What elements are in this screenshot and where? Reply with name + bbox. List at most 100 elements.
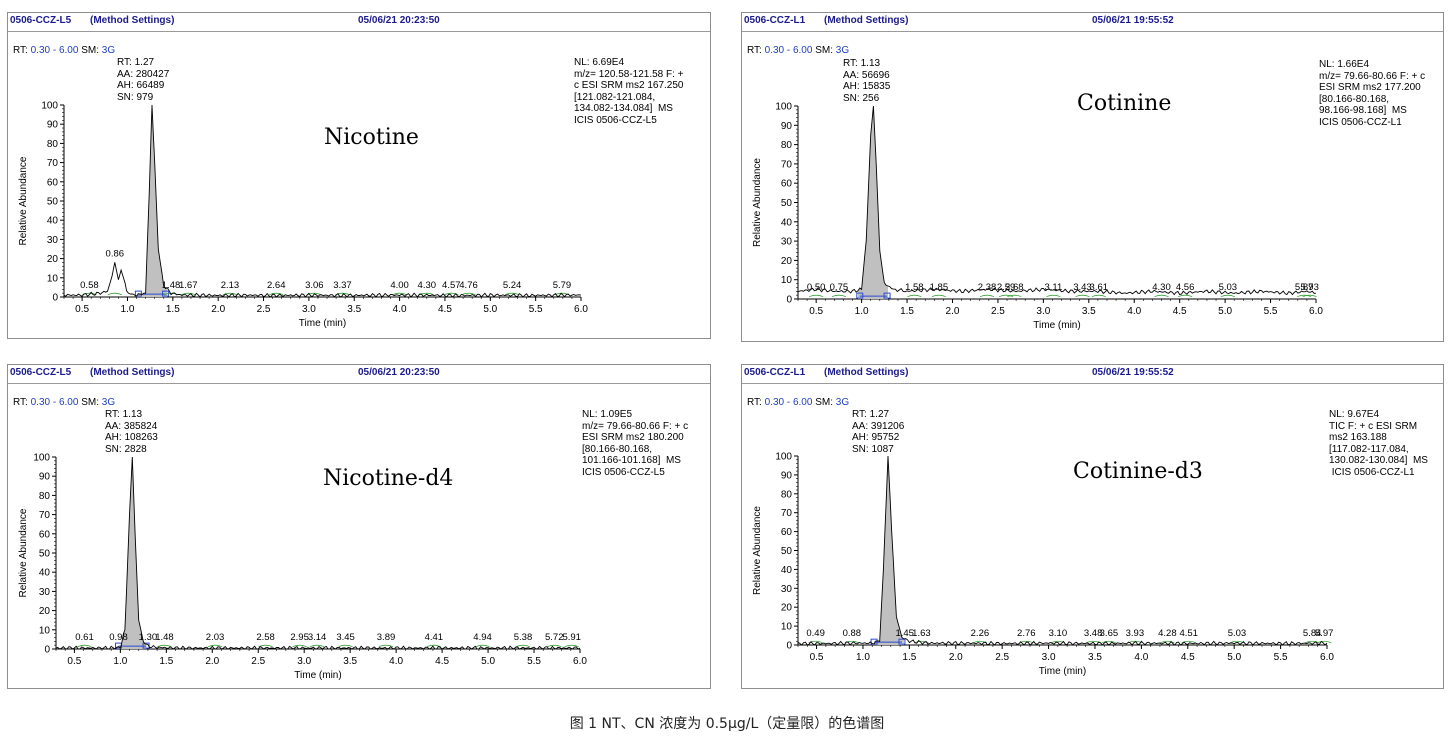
peak-rt-label: 1.67 <box>179 280 198 291</box>
acquisition-datetime: 05/06/21 20:23:50 <box>358 367 440 378</box>
y-axis-label: Relative Abundance <box>18 156 29 245</box>
minor-peak-baseline <box>444 292 459 296</box>
peak-rt-label: 2.13 <box>221 280 240 291</box>
peak-rt-label: 2.38 <box>978 282 997 293</box>
y-tick-label: 80 <box>47 139 59 150</box>
acquisition-datetime: 05/06/21 20:23:50 <box>358 15 440 26</box>
rt-range-line: RT: 0.30 - 6.00 SM: 3G <box>13 45 115 56</box>
y-tick-label: 70 <box>39 510 51 521</box>
peak-rt-label: 0.61 <box>75 632 94 643</box>
peak-info: RT: 1.13 AA: 385824 AH: 108263 SN: 2828 <box>105 409 158 455</box>
minor-peak-baseline <box>1046 294 1061 298</box>
integrated-peak-area <box>136 105 168 297</box>
chromatogram-plot: 0 10 20 30 40 50 60 70 80 90 100 0.5 1.0 1.5 2.0 2.5 3.0… <box>18 101 588 330</box>
peak-info: RT: 1.13 AA: 56696 AH: 15835 SN: 256 <box>843 58 891 104</box>
y-tick-label: 60 <box>781 527 793 538</box>
minor-peak-baseline <box>564 644 579 648</box>
integrated-peak-area <box>116 457 147 649</box>
panel-header: 0506-CCZ-L5 (Method Settings) 05/06/21 20:… <box>8 13 710 32</box>
x-tick-label: 5.0 <box>483 304 497 315</box>
sample-id: 0506-CCZ-L1 <box>744 15 806 26</box>
y-tick-label: 20 <box>781 256 793 267</box>
peak-rt-label: 5.03 <box>1228 628 1247 639</box>
minor-peak-baseline <box>1160 640 1175 644</box>
peak-rt-label: 1.85 <box>930 282 949 293</box>
peak-rt-label: 2.95 <box>290 632 309 643</box>
minor-peak-baseline <box>157 644 172 648</box>
sm-label: SM: <box>812 45 836 56</box>
x-tick-label: 1.5 <box>166 304 180 315</box>
sm-value: 3G <box>835 397 850 408</box>
peak-info: RT: 1.27 AA: 391206 AH: 95752 SN: 1087 <box>852 409 905 455</box>
method-settings: (Method Settings) <box>90 367 175 378</box>
peak-rt-label: 4.30 <box>418 280 437 291</box>
minor-peak-baseline <box>504 292 520 296</box>
peak-rt-label: 4.57 <box>442 280 461 291</box>
x-tick-label: 5.0 <box>1227 652 1241 663</box>
peak-rt-label: 5.03 <box>1219 282 1238 293</box>
y-tick-label: 90 <box>781 121 793 132</box>
sm-label: SM: <box>78 45 102 56</box>
y-tick-label: 30 <box>781 584 793 595</box>
peak-rt-label: 3.06 <box>305 280 324 291</box>
x-tick-label: 2.5 <box>251 656 265 667</box>
x-tick-label: 4.5 <box>438 304 452 315</box>
x-tick-label: 2.5 <box>991 306 1005 317</box>
chromatogram-panel-1: 0506-CCZ-L5 (Method Settings) 05/06/21 20:… <box>7 12 711 339</box>
minor-peak-baseline <box>163 292 179 296</box>
x-tick-label: 0.5 <box>67 656 81 667</box>
minor-peak-baseline <box>1304 640 1320 644</box>
baseline-end-marker <box>142 642 150 649</box>
panel-header: 0506-CCZ-L1 (Method Settings) 05/06/21 19:… <box>742 365 1443 384</box>
x-tick-label: 4.0 <box>1127 306 1141 317</box>
x-tick-label: 2.0 <box>946 306 960 317</box>
x-tick-label: 1.0 <box>855 306 869 317</box>
baseline-start-marker <box>115 642 123 649</box>
x-tick-label: 6.0 <box>1309 306 1323 317</box>
rt-label: RT: <box>747 45 765 56</box>
y-tick-label: 0 <box>52 293 58 304</box>
rt-range-line: RT: 0.30 - 6.00 SM: 3G <box>13 397 115 408</box>
minor-peak-baseline <box>931 294 947 298</box>
y-tick-label: 70 <box>47 158 59 169</box>
minor-peak-baseline <box>1075 294 1090 298</box>
peak-rt-label: 1.48 <box>162 280 181 291</box>
y-tick-label: 10 <box>781 622 793 633</box>
y-tick-label: 40 <box>781 217 793 228</box>
y-tick-label: 50 <box>47 197 59 208</box>
x-tick-label: 4.5 <box>1173 306 1187 317</box>
peak-rt-label: 0.88 <box>843 628 862 639</box>
x-tick-label: 4.0 <box>389 656 403 667</box>
minor-peak-baseline <box>1007 294 1022 298</box>
x-tick-label: 1.5 <box>159 656 173 667</box>
peak-rt-label: 4.28 <box>1158 628 1177 639</box>
acquisition-datetime: 05/06/21 19:55:52 <box>1092 15 1174 26</box>
peak-rt-label: 4.00 <box>390 280 409 291</box>
minor-peak-baseline <box>809 294 824 298</box>
x-tick-label: 1.5 <box>902 652 916 663</box>
peak-rt-label: 3.37 <box>333 280 352 291</box>
minor-peak-baseline <box>914 640 929 644</box>
x-tick-label: 3.0 <box>1042 652 1056 663</box>
x-tick-label: 5.0 <box>481 656 495 667</box>
x-tick-label: 3.0 <box>1036 306 1050 317</box>
minor-peak-baseline <box>181 292 196 296</box>
peak-rt-label: 5.84 <box>1303 628 1322 639</box>
x-axis-label: Time (min) <box>294 670 341 681</box>
panel-header: 0506-CCZ-L1 (Method Settings) 05/06/21 19:… <box>742 13 1443 32</box>
minor-peak-baseline <box>461 292 476 296</box>
minor-peak-baseline <box>392 292 407 296</box>
peak-rt-label: 5.24 <box>503 280 522 291</box>
minor-peak-baseline <box>1177 294 1193 298</box>
y-tick-label: 100 <box>775 452 792 463</box>
x-tick-label: 5.0 <box>1218 306 1232 317</box>
x-tick-label: 4.0 <box>1134 652 1148 663</box>
peak-rt-label: 0.75 <box>830 282 849 293</box>
x-tick-label: 3.5 <box>1082 306 1096 317</box>
nl-info: NL: 9.67E4 TIC F: + c ESI SRM ms2 163.18… <box>1329 409 1428 478</box>
x-tick-label: 1.0 <box>856 652 870 663</box>
peak-rt-label: 3.45 <box>336 632 355 643</box>
chromatogram-panel-3: 0506-CCZ-L5 (Method Settings) 05/06/21 20:… <box>7 364 711 689</box>
peak-rt-label: 4.51 <box>1179 628 1198 639</box>
x-tick-label: 2.0 <box>211 304 225 315</box>
